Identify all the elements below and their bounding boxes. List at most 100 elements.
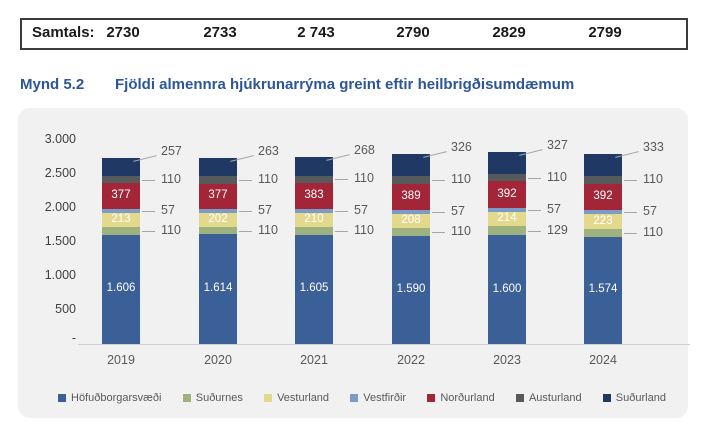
total-value: 2 743 xyxy=(297,24,335,41)
callout-line xyxy=(624,233,637,235)
bar-segment-höfuðborgarsvæði xyxy=(488,235,526,344)
callout-label-vestfirðir: 57 xyxy=(161,202,175,217)
bar-segment-austurland xyxy=(584,176,622,184)
bar-segment-label: 202 xyxy=(208,212,228,225)
legend-label: Austurland xyxy=(528,392,582,404)
callout-line xyxy=(142,179,155,181)
bar-segment-vestfirðir xyxy=(295,209,333,214)
x-axis-label: 2022 xyxy=(397,353,425,367)
callout-line xyxy=(335,179,348,181)
callout-line xyxy=(239,179,252,181)
bar-segment-label: 392 xyxy=(497,187,517,200)
bar-segment-suðurnes xyxy=(488,226,526,236)
bar-segment-austurland xyxy=(102,175,140,184)
bar-segment-label: 377 xyxy=(208,189,228,202)
bar-segment-norðurland xyxy=(392,183,430,211)
legend-swatch-icon xyxy=(182,394,191,402)
total-value: 2733 xyxy=(203,24,237,41)
bar-segment-label: 392 xyxy=(593,190,613,203)
callout-label-suðurland: 263 xyxy=(258,144,279,159)
bar-segment-suðurland xyxy=(584,153,622,177)
bar-segment-höfuðborgarsvæði xyxy=(584,236,622,344)
bar-segment-suðurnes xyxy=(584,229,622,237)
bar-segment-label: 208 xyxy=(401,214,421,227)
callout-label-suðurland: 333 xyxy=(643,139,664,154)
legend-label: Norðurland xyxy=(440,392,495,404)
bar-segment-label: 223 xyxy=(593,214,613,227)
bar-segment-norðurland xyxy=(102,183,140,209)
totals-label: Samtals: xyxy=(32,24,95,41)
figure-title: Fjöldi almennra hjúkrunarrýma greint eft… xyxy=(115,76,575,93)
callout-label-suðurland: 257 xyxy=(161,144,182,159)
bar-segment-höfuðborgarsvæði xyxy=(392,235,430,344)
bar-segment-vestfirðir xyxy=(488,208,526,212)
bar-segment-label: 383 xyxy=(304,189,324,202)
y-axis-tick-label: 2.500 xyxy=(44,166,76,180)
callout-label-suðurnes: 110 xyxy=(161,223,181,238)
x-axis-label: 2023 xyxy=(493,353,521,367)
bar-segment-label: 1.614 xyxy=(203,282,233,295)
callout-line xyxy=(142,231,155,233)
bar-segment-label: 214 xyxy=(497,212,517,225)
bar-segment-vesturland xyxy=(102,212,140,228)
bar-segment-norðurland xyxy=(295,183,333,210)
legend-item-höfuðborgarsvæði: Höfuðborgarsvæði xyxy=(58,392,162,404)
total-value: 2829 xyxy=(492,24,526,41)
callout-label-austurland: 110 xyxy=(547,169,567,184)
legend-swatch-icon xyxy=(515,394,524,402)
callout-line xyxy=(432,180,445,182)
bar-segment-vestfirðir xyxy=(199,209,237,214)
callout-line xyxy=(142,210,155,212)
callout-label-suðurnes: 110 xyxy=(354,223,374,238)
callout-line xyxy=(432,212,445,214)
y-axis-tick-label: 500 xyxy=(55,302,76,316)
x-axis-label: 2020 xyxy=(204,353,232,367)
bar-segment-suðurland xyxy=(488,151,526,174)
callout-label-austurland: 110 xyxy=(451,172,471,187)
y-axis-tick-label: 2.000 xyxy=(44,200,76,214)
bar-segment-vesturland xyxy=(295,213,333,228)
legend-item-vesturland: Vesturland xyxy=(264,392,329,404)
bar-segment-austurland xyxy=(199,176,237,184)
x-axis-label: 2024 xyxy=(589,353,617,367)
legend-item-norðurland: Norðurland xyxy=(427,392,495,404)
bar-segment-vesturland xyxy=(392,214,430,229)
callout-line xyxy=(624,180,637,182)
bar-segment-austurland xyxy=(295,175,333,184)
legend-item-vestfirðir: Vestfirðir xyxy=(350,392,406,404)
bar-segment-vestfirðir xyxy=(584,210,622,215)
bar-segment-vesturland xyxy=(488,211,526,227)
x-axis-label: 2019 xyxy=(107,353,135,367)
legend-swatch-icon xyxy=(427,394,436,402)
callout-line xyxy=(239,211,252,213)
callout-label-austurland: 110 xyxy=(354,171,374,186)
legend: Höfuðborgarsvæði Suðurnes Vesturland Vestfi… xyxy=(58,392,666,404)
callout-label-vestfirðir: 57 xyxy=(451,204,465,219)
x-axis-baseline xyxy=(78,344,690,345)
bar-segment-norðurland xyxy=(488,181,526,208)
bar-segment-suðurland xyxy=(295,157,333,176)
callout-line xyxy=(528,177,541,179)
bar-segment-höfuðborgarsvæði xyxy=(102,234,140,344)
legend-label: Suðurnes xyxy=(195,392,243,404)
callout-label-suðurnes: 110 xyxy=(258,222,278,237)
callout-line xyxy=(528,230,541,232)
bar-segment-suðurnes xyxy=(102,227,140,235)
bar-segment-austurland xyxy=(392,176,430,184)
figure-number: Mynd 5.2 xyxy=(20,76,85,93)
callout-label-suðurland: 326 xyxy=(451,140,472,155)
callout-line xyxy=(335,231,348,233)
legend-item-austurland: Austurland xyxy=(515,392,582,404)
bar-segment-suðurnes xyxy=(392,228,430,236)
bar-segment-suðurland xyxy=(102,158,140,176)
bar-segment-vestfirðir xyxy=(392,210,430,215)
y-axis-tick-label: 3.000 xyxy=(44,132,76,146)
total-value: 2730 xyxy=(106,24,140,41)
bar-segment-label: 1.600 xyxy=(492,282,522,295)
legend-swatch-icon xyxy=(602,394,611,402)
total-value: 2799 xyxy=(588,24,622,41)
x-axis-label: 2021 xyxy=(300,353,328,367)
callout-line xyxy=(528,209,541,211)
bar-segment-suðurnes xyxy=(199,226,237,235)
